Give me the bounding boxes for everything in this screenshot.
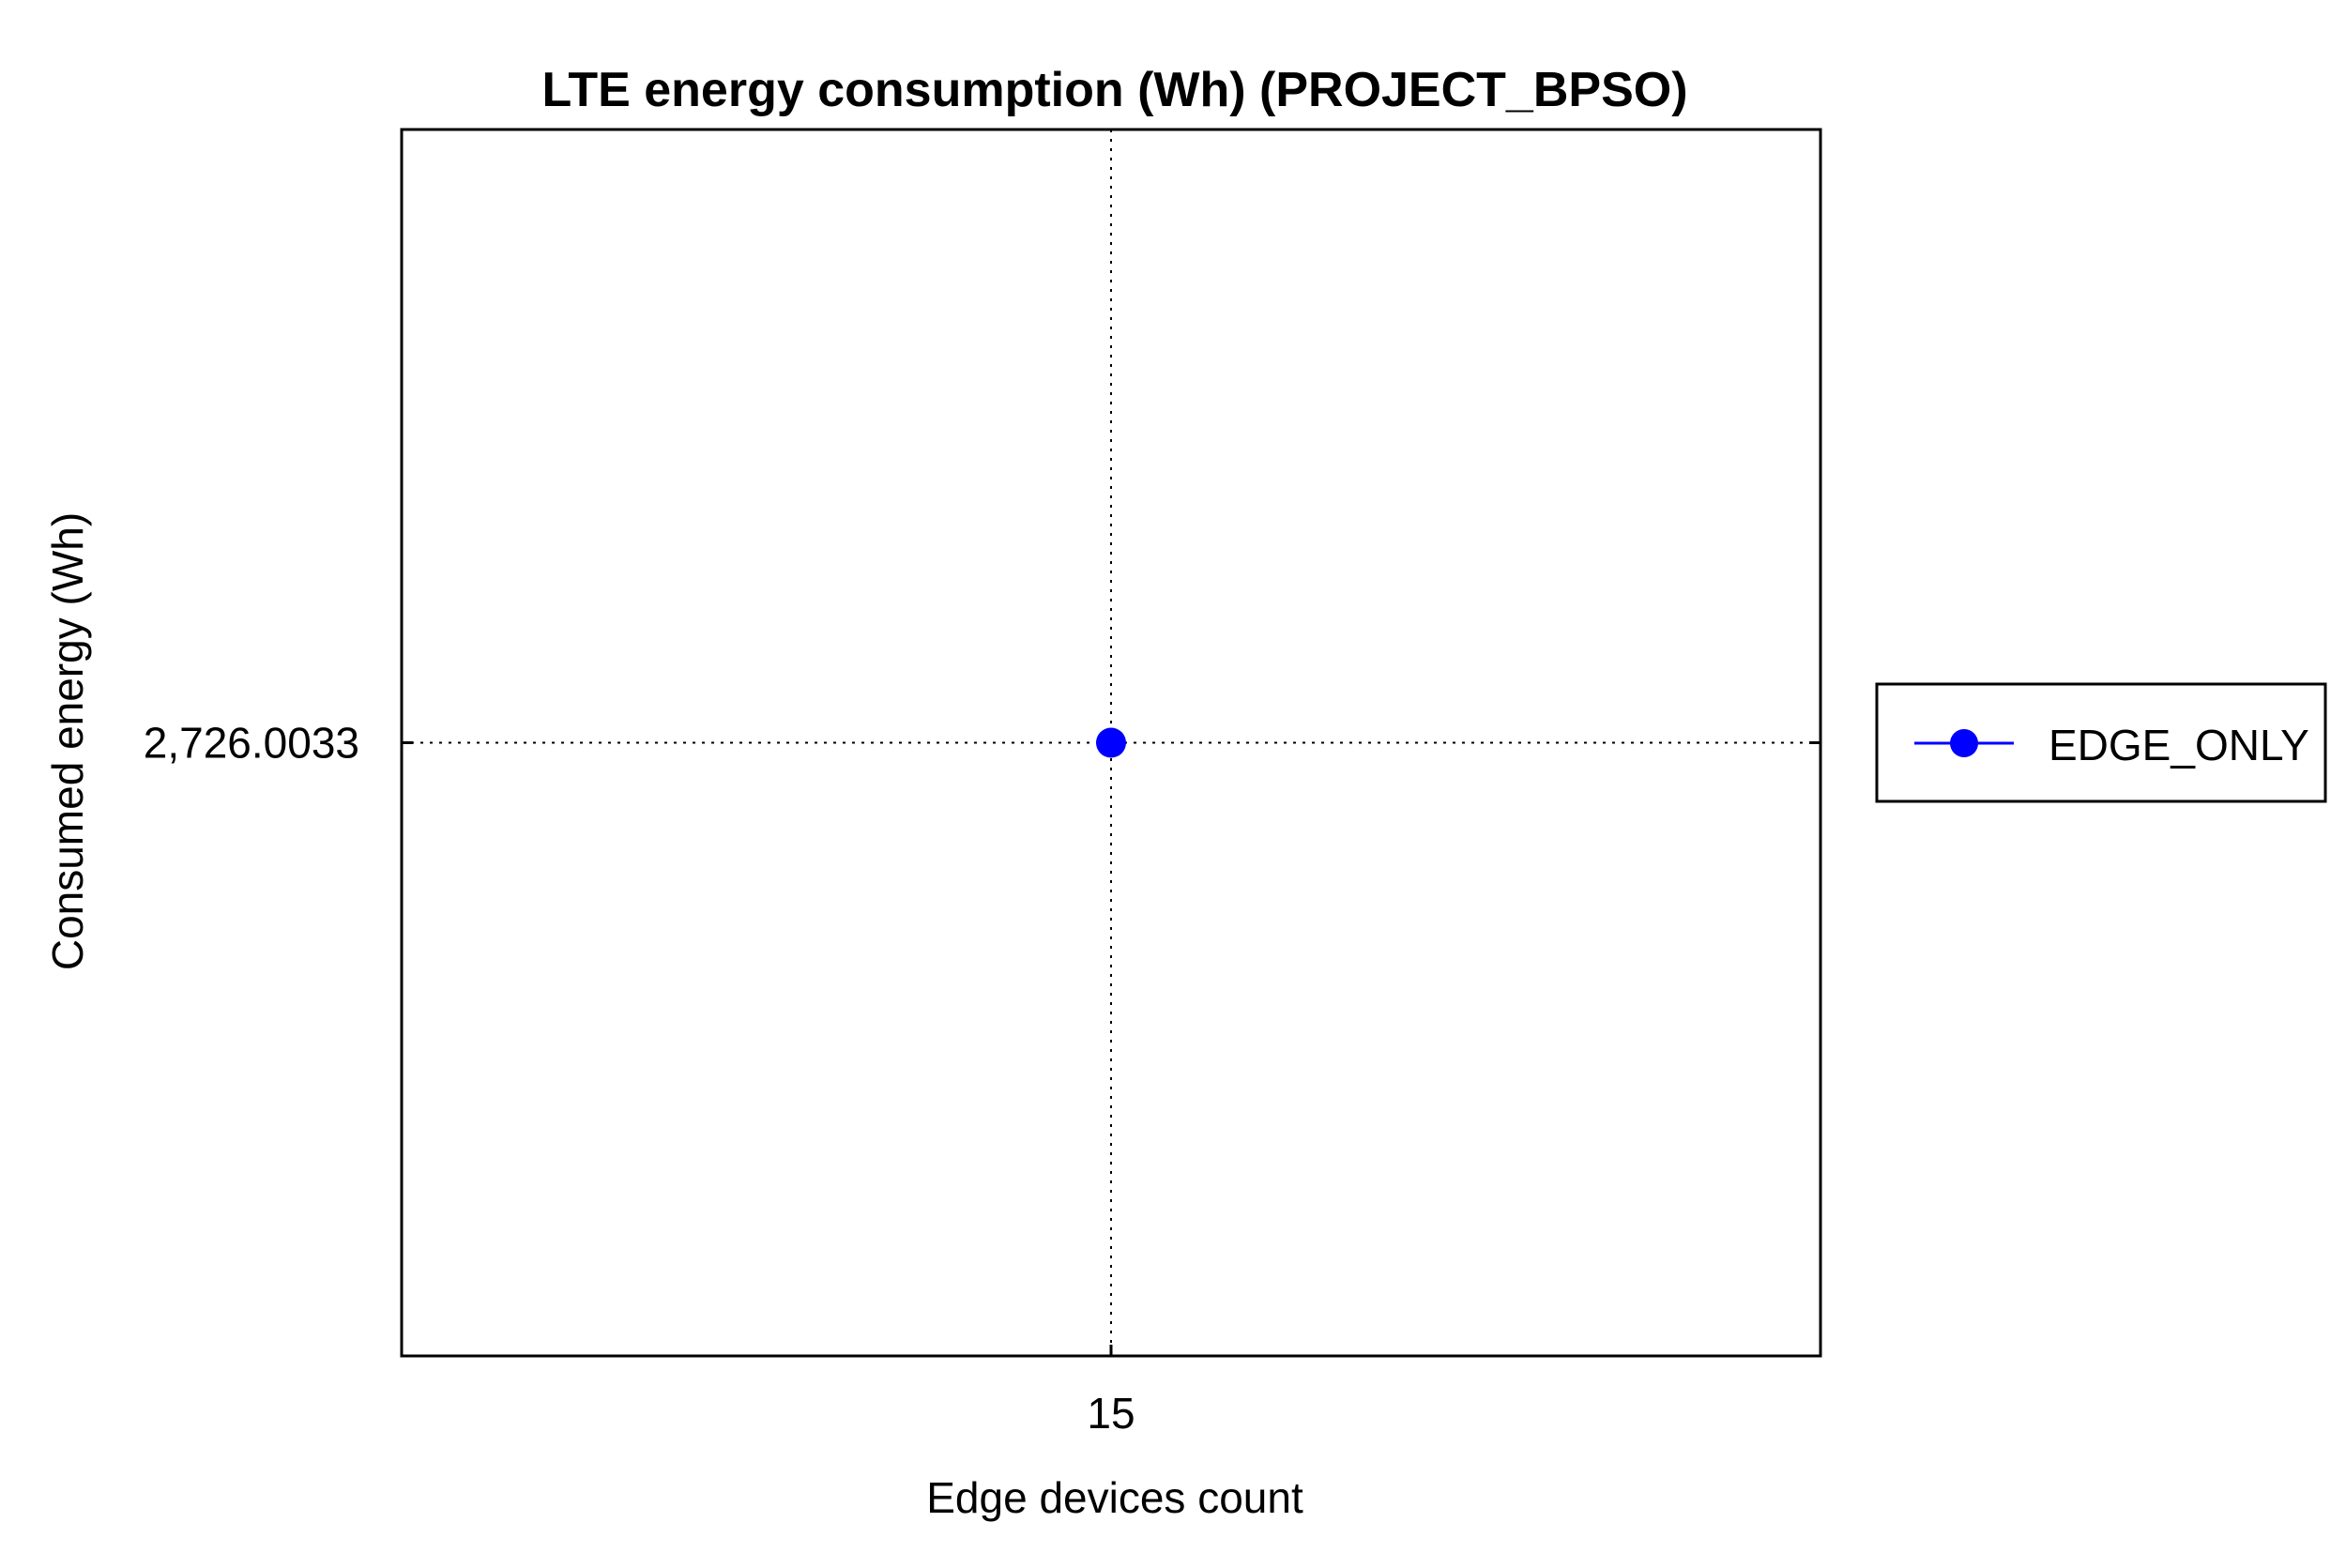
legend: EDGE_ONLY (1875, 682, 2327, 803)
axis-ticks: 15 2,726.0033 (144, 719, 1820, 1438)
y-axis-label: Consumed energy (Wh) (43, 512, 92, 970)
grid-lines (402, 129, 1820, 1356)
chart-title: LTE energy consumption (Wh) (PROJECT_BPS… (541, 63, 1687, 117)
x-axis-label: Edge devices count (926, 1473, 1303, 1522)
y-tick-label: 2,726.0033 (144, 719, 359, 768)
legend-label: EDGE_ONLY (2049, 721, 2309, 769)
x-tick-label: 15 (1087, 1389, 1135, 1438)
data-point (1096, 727, 1126, 758)
legend-swatch-marker (1950, 729, 1978, 757)
series-layer (1096, 727, 1126, 758)
